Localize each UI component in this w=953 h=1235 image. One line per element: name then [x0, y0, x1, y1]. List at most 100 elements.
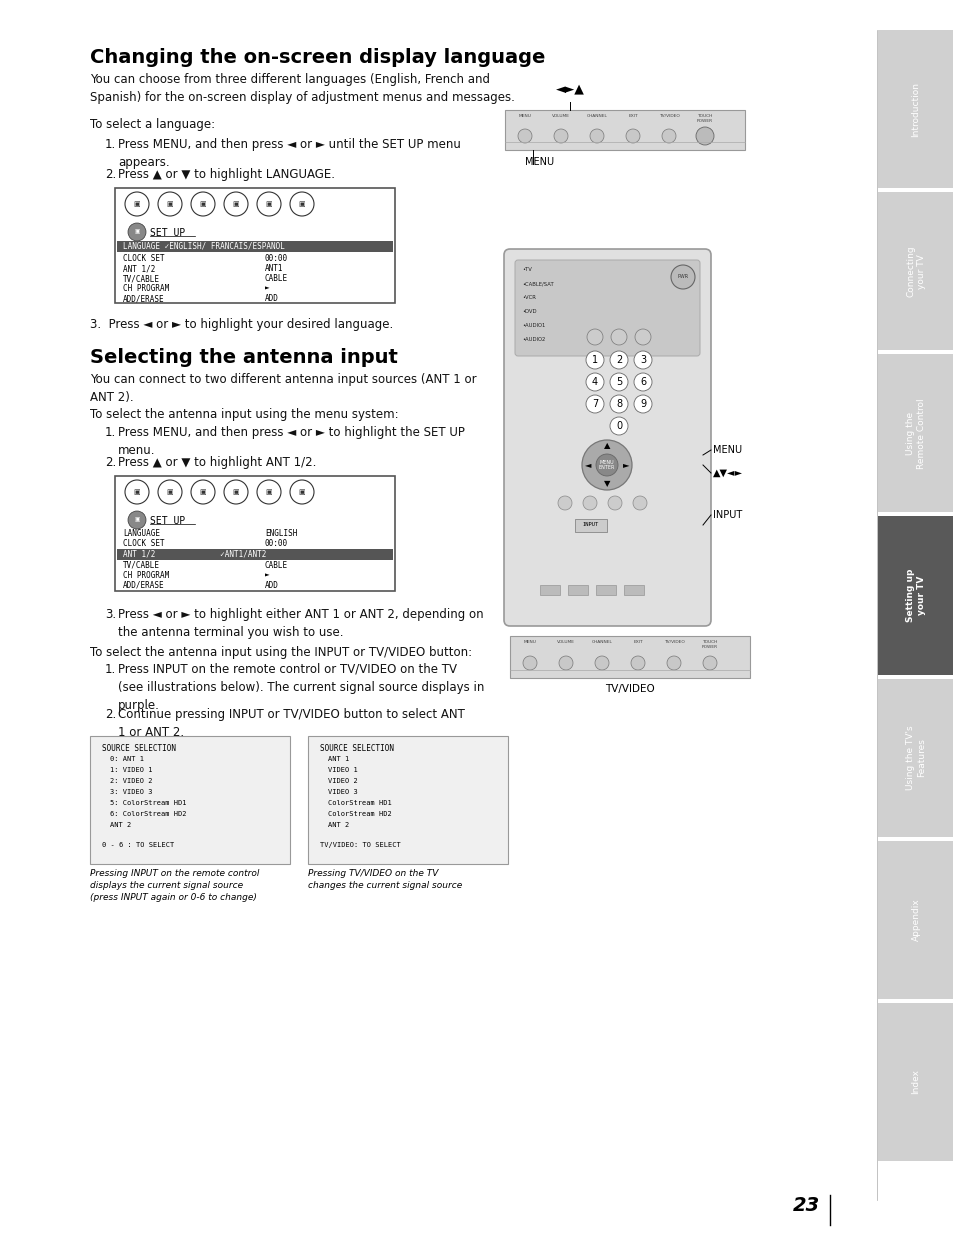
Bar [877, 841, 953, 999]
Circle shape [666, 656, 680, 671]
Bar [117, 550, 393, 559]
Circle shape [661, 128, 676, 143]
Text: CHANNEL: CHANNEL [586, 114, 607, 119]
Text: ADD: ADD [265, 580, 278, 590]
Text: CABLE: CABLE [265, 561, 288, 571]
Circle shape [585, 351, 603, 369]
Text: Press MENU, and then press ◄ or ► until the SET UP menu
appears.: Press MENU, and then press ◄ or ► until … [118, 138, 460, 169]
Text: ADD/ERASE: ADD/ERASE [123, 294, 165, 303]
Circle shape [635, 329, 650, 345]
Bar [877, 30, 953, 188]
Text: •CABLE/SAT: •CABLE/SAT [521, 282, 553, 287]
Circle shape [610, 329, 626, 345]
Text: To select a language:: To select a language: [90, 119, 214, 131]
Text: ▣: ▣ [265, 201, 272, 207]
Text: ▣: ▣ [233, 201, 239, 207]
Text: You can connect to two different antenna input sources (ANT 1 or
ANT 2).: You can connect to two different antenna… [90, 373, 476, 404]
Text: 1: 1 [591, 354, 598, 366]
Bar [877, 1003, 953, 1161]
Circle shape [517, 128, 532, 143]
Bar [115, 188, 395, 303]
Text: ▣: ▣ [133, 489, 140, 495]
Text: •VCR: •VCR [521, 295, 536, 300]
Circle shape [696, 127, 713, 144]
Bar [877, 516, 953, 674]
Circle shape [609, 417, 627, 435]
Text: ▣: ▣ [199, 201, 206, 207]
Text: TV/CABLE: TV/CABLE [123, 274, 160, 283]
Text: 4: 4 [591, 377, 598, 387]
Text: Connecting
your TV: Connecting your TV [905, 246, 924, 298]
Text: ◄: ◄ [584, 461, 591, 469]
Circle shape [558, 656, 573, 671]
Circle shape [596, 454, 618, 475]
Text: LANGUAGE: LANGUAGE [123, 529, 160, 538]
Text: 2: VIDEO 2: 2: VIDEO 2 [110, 778, 152, 784]
Text: To select the antenna input using the menu system:: To select the antenna input using the me… [90, 408, 398, 421]
Text: ▼: ▼ [603, 479, 610, 489]
Text: ANT 2: ANT 2 [328, 823, 349, 827]
Text: ▣: ▣ [167, 201, 173, 207]
Text: ▣: ▣ [199, 489, 206, 495]
Text: 8: 8 [616, 399, 621, 409]
Text: 0: ANT 1: 0: ANT 1 [110, 756, 144, 762]
Text: INPUT: INPUT [582, 522, 598, 527]
Bar [115, 475, 395, 592]
Text: 3.  Press ◄ or ► to highlight your desired language.: 3. Press ◄ or ► to highlight your desire… [90, 317, 393, 331]
Text: •TV: •TV [521, 267, 532, 272]
Bar [539, 585, 559, 595]
Circle shape [633, 496, 646, 510]
Text: •DVD: •DVD [521, 309, 536, 314]
Text: Press ▲ or ▼ to highlight ANT 1/2.: Press ▲ or ▼ to highlight ANT 1/2. [118, 456, 316, 469]
Text: 1.: 1. [105, 426, 116, 438]
Circle shape [554, 128, 567, 143]
Text: Selecting the antenna input: Selecting the antenna input [90, 348, 397, 367]
Text: ▣: ▣ [233, 489, 239, 495]
Circle shape [595, 656, 608, 671]
Text: ADD/ERASE: ADD/ERASE [123, 580, 165, 590]
Bar [623, 585, 643, 595]
Text: TV/CABLE: TV/CABLE [123, 561, 160, 571]
Circle shape [702, 656, 717, 671]
Text: SET UP: SET UP [150, 516, 185, 526]
Text: 0: 0 [616, 421, 621, 431]
Bar [877, 678, 953, 837]
Text: ►: ► [265, 284, 270, 293]
Text: ▣: ▣ [134, 230, 139, 235]
Bar [596, 585, 616, 595]
Text: MENU: MENU [518, 114, 531, 119]
Circle shape [589, 128, 603, 143]
Circle shape [634, 373, 651, 391]
FancyBboxPatch shape [503, 249, 710, 626]
Text: VOLUME: VOLUME [557, 640, 575, 643]
Text: Continue pressing INPUT or TV/VIDEO button to select ANT
1 or ANT 2.: Continue pressing INPUT or TV/VIDEO butt… [118, 708, 464, 739]
Bar [308, 736, 507, 864]
Text: •AUDIO2: •AUDIO2 [521, 337, 545, 342]
Text: 3: VIDEO 3: 3: VIDEO 3 [110, 789, 152, 795]
Text: CH PROGRAM: CH PROGRAM [123, 571, 169, 580]
Text: CABLE: CABLE [265, 274, 288, 283]
Text: VOLUME: VOLUME [552, 114, 569, 119]
Bar [877, 193, 953, 351]
Text: Using the
Remote Control: Using the Remote Control [905, 398, 924, 468]
Circle shape [585, 395, 603, 412]
Circle shape [634, 351, 651, 369]
Text: 2.: 2. [105, 708, 116, 721]
Text: LANGUAGE ✓ENGLISH/ FRANCAIS/ESPANOL: LANGUAGE ✓ENGLISH/ FRANCAIS/ESPANOL [123, 242, 285, 251]
Text: TV/VIDEO: TO SELECT: TV/VIDEO: TO SELECT [319, 842, 400, 848]
Text: ▣: ▣ [298, 489, 305, 495]
Text: ►: ► [265, 571, 270, 580]
Text: Setting up
your TV: Setting up your TV [905, 569, 924, 622]
Circle shape [630, 656, 644, 671]
Bar [877, 354, 953, 513]
Bar [575, 519, 606, 532]
Text: ANT 2: ANT 2 [110, 823, 132, 827]
Text: MENU
ENTER: MENU ENTER [598, 459, 615, 471]
Text: 2.: 2. [105, 168, 116, 182]
Text: ▲: ▲ [603, 441, 610, 451]
Text: 1.: 1. [105, 138, 116, 151]
Text: ANT 1: ANT 1 [328, 756, 349, 762]
Text: Introduction: Introduction [910, 82, 920, 137]
Text: Press ▲ or ▼ to highlight LANGUAGE.: Press ▲ or ▼ to highlight LANGUAGE. [118, 168, 335, 182]
Text: ►: ► [622, 461, 629, 469]
